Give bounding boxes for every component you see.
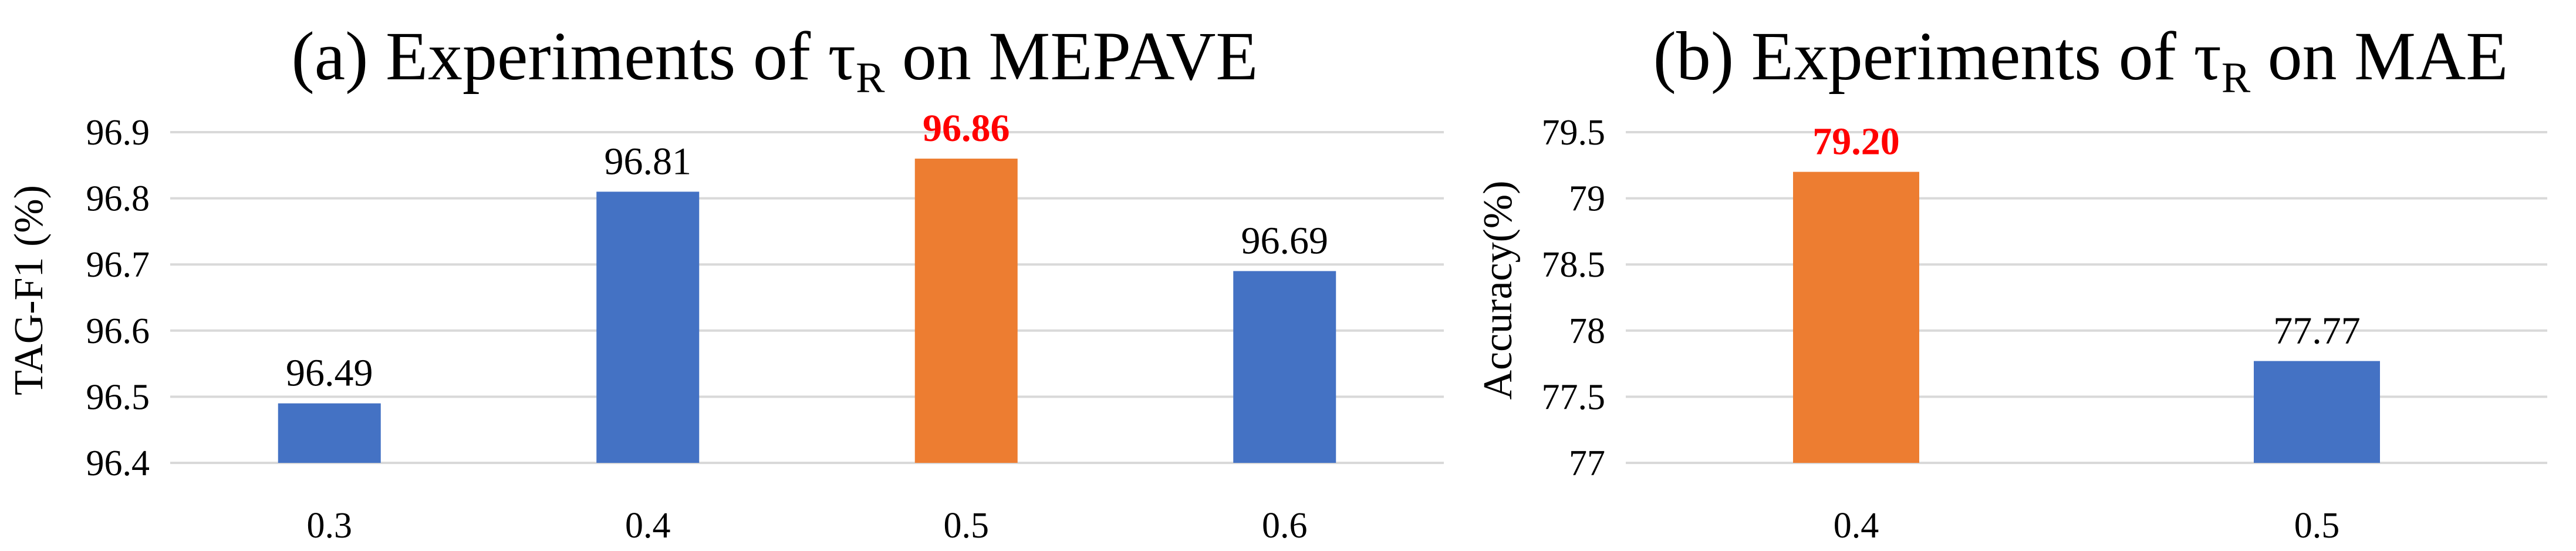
chart-b-bar-0-5 [2254, 361, 2380, 463]
chart-b-bar-0-4 [1793, 172, 1919, 463]
chart-a-y-ticks: 96.4 96.5 96.6 96.7 96.8 96.9 [86, 113, 150, 483]
chart-a-data-label: 96.69 [1241, 219, 1329, 262]
chart-a-data-label: 96.49 [286, 352, 373, 395]
chart-a-bars [278, 159, 1336, 463]
chart-b-y-tick-label: 77 [1569, 444, 1605, 483]
chart-b-title: (b) Experiments of τR on MAE [1653, 18, 2509, 102]
chart-b-gridlines [1626, 131, 2547, 464]
chart-a-bar-0-4 [596, 191, 700, 463]
chart-a-data-labels: 96.49 96.81 96.86 96.69 [286, 107, 1328, 395]
chart-a-title: (a) Experiments of τR on MEPAVE [291, 18, 1258, 102]
chart-mae: (b) Experiments of τR on MAE Accuracy(%)… [1476, 18, 2547, 546]
chart-a-bar-0-5 [914, 159, 1018, 463]
chart-a-y-tick-label: 96.6 [86, 311, 150, 351]
chart-b-x-ticks: 0.4 0.5 [1834, 506, 2340, 546]
chart-b-y-tick-label: 79.5 [1542, 113, 1606, 153]
chart-a-data-label: 96.81 [605, 140, 692, 183]
chart-b-x-tick-label: 0.4 [1834, 506, 1879, 546]
chart-b-y-tick-label: 79 [1569, 179, 1605, 219]
chart-a-x-tick-label: 0.5 [944, 506, 990, 546]
chart-a-y-tick-label: 96.5 [86, 377, 150, 417]
chart-a-gridlines [170, 131, 1444, 464]
chart-b-data-label: 79.20 [1812, 120, 1900, 163]
chart-b-y-axis-label: Accuracy(%) [1476, 180, 1521, 399]
chart-b-y-tick-label: 78.5 [1542, 245, 1606, 285]
chart-b-y-ticks: 77 77.5 78 78.5 79 79.5 [1542, 113, 1606, 483]
chart-a-bar-0-3 [278, 403, 381, 463]
chart-a-x-tick-label: 0.6 [1262, 506, 1308, 546]
chart-mepave: (a) Experiments of τR on MEPAVE TAG-F1 (… [6, 18, 1444, 546]
chart-a-x-tick-label: 0.4 [625, 506, 671, 546]
chart-a-y-tick-label: 96.9 [86, 113, 150, 153]
chart-b-data-labels: 79.20 77.77 [1812, 120, 2361, 352]
chart-a-bar-0-6 [1233, 271, 1336, 463]
chart-a-data-label: 96.86 [923, 107, 1010, 150]
chart-a-y-axis-label: TAG-F1 (%) [6, 185, 52, 395]
chart-a-y-tick-label: 96.8 [86, 179, 150, 219]
chart-a-y-tick-label: 96.4 [86, 444, 150, 483]
chart-b-bars [1793, 172, 2380, 463]
chart-b-x-tick-label: 0.5 [2294, 506, 2340, 546]
chart-a-x-ticks: 0.3 0.4 0.5 0.6 [307, 506, 1308, 546]
chart-b-y-tick-label: 77.5 [1542, 377, 1606, 417]
chart-a-y-tick-label: 96.7 [86, 245, 150, 285]
chart-b-data-label: 77.77 [2273, 310, 2361, 352]
chart-b-y-tick-label: 78 [1569, 311, 1605, 351]
chart-a-x-tick-label: 0.3 [307, 506, 353, 546]
